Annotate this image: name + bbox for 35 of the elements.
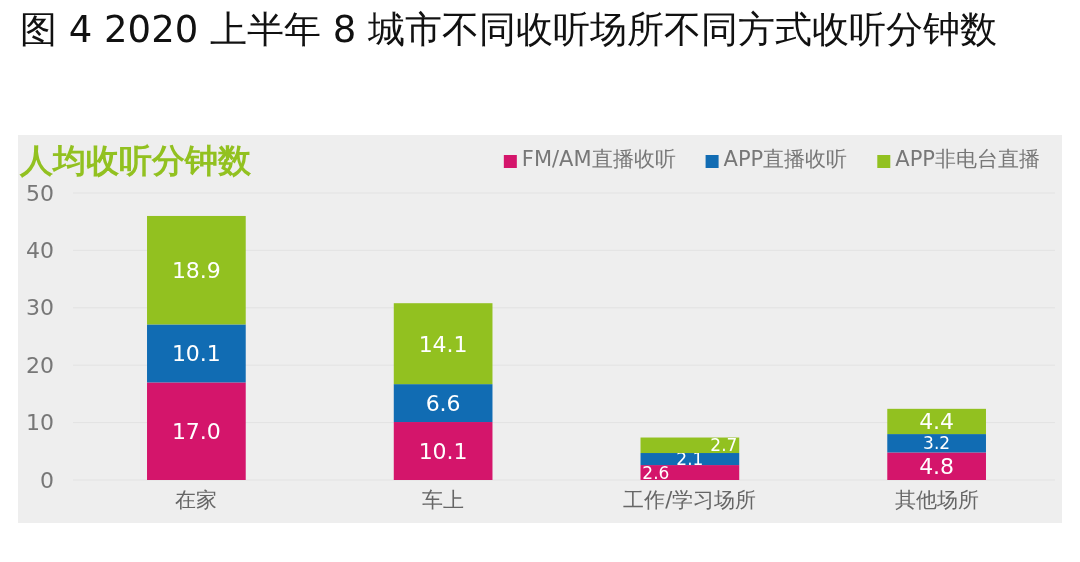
y-tick-label: 30: [26, 295, 54, 321]
bar: [887, 408, 986, 435]
bar: [147, 382, 246, 480]
legend-label: APP直播收听: [723, 147, 848, 171]
chart-title: 图 4 2020 上半年 8 城市不同收听场所不同方式收听分钟数: [20, 8, 998, 51]
x-tick-label: 工作/学习场所: [623, 487, 757, 512]
y-tick-label: 20: [26, 352, 54, 378]
data-label: 3.2: [923, 433, 951, 454]
bar: [393, 422, 493, 480]
bar: [887, 434, 986, 453]
data-label: 2.6: [642, 462, 670, 483]
y-axis-title: 人均收听分钟数: [19, 141, 252, 180]
bar: [393, 384, 493, 423]
data-label: 17.0: [171, 419, 221, 445]
x-tick-label: 在家: [175, 487, 218, 512]
y-tick-label: 10: [26, 410, 54, 436]
bar: [147, 324, 246, 383]
data-label: 10.1: [171, 341, 221, 367]
legend-label: APP非电台直播: [895, 147, 1040, 171]
bar: [393, 303, 493, 385]
data-label: 6.6: [425, 391, 461, 416]
bar: [147, 215, 246, 325]
data-label: 10.1: [418, 438, 468, 464]
bar: [887, 452, 986, 480]
data-label: 2.7: [710, 435, 738, 456]
data-label: 4.4: [919, 409, 955, 435]
y-tick-label: 40: [26, 237, 54, 263]
data-label: 4.8: [919, 454, 955, 480]
legend-label: FM/AM直播收听: [521, 147, 676, 171]
x-tick-label: 其他场所: [894, 487, 979, 512]
y-tick-label: 0: [40, 467, 54, 493]
data-label: 18.9: [171, 258, 221, 284]
x-tick-label: 车上: [422, 487, 465, 512]
y-tick-label: 50: [26, 180, 54, 206]
data-label: 14.1: [418, 331, 468, 357]
